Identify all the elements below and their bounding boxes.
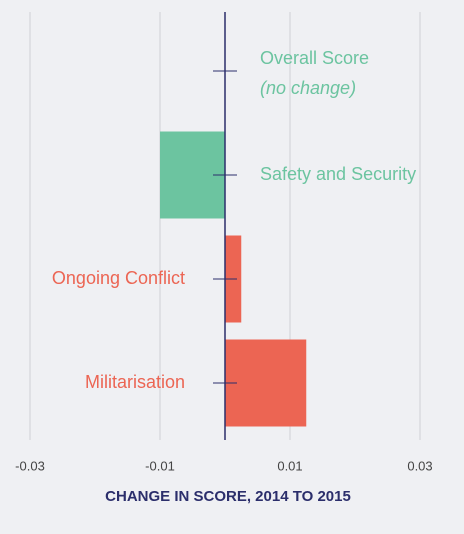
x-tick-label: 0.01 (277, 458, 302, 473)
x-axis-label: CHANGE IN SCORE, 2014 TO 2015 (105, 488, 351, 505)
category-label: Safety and Security (260, 164, 416, 184)
x-tick-label: 0.03 (407, 458, 432, 473)
category-label: Overall Score (260, 48, 369, 68)
annotation: (no change) (260, 78, 356, 98)
category-label: Militarisation (85, 372, 185, 392)
bar (225, 339, 307, 427)
x-tick-label: -0.01 (145, 458, 175, 473)
x-tick-label: -0.03 (15, 458, 45, 473)
category-label: Ongoing Conflict (52, 268, 185, 288)
